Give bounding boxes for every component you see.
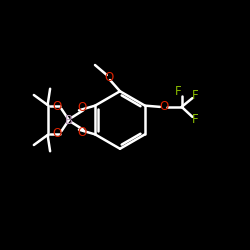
Text: O: O	[159, 100, 168, 114]
Text: F: F	[192, 113, 199, 126]
Text: O: O	[77, 126, 86, 139]
Text: O: O	[52, 100, 62, 113]
Text: F: F	[174, 86, 181, 98]
Text: O: O	[52, 127, 62, 140]
Text: B: B	[65, 114, 73, 126]
Text: F: F	[192, 89, 199, 102]
Text: O: O	[104, 71, 113, 84]
Text: O: O	[77, 101, 86, 114]
